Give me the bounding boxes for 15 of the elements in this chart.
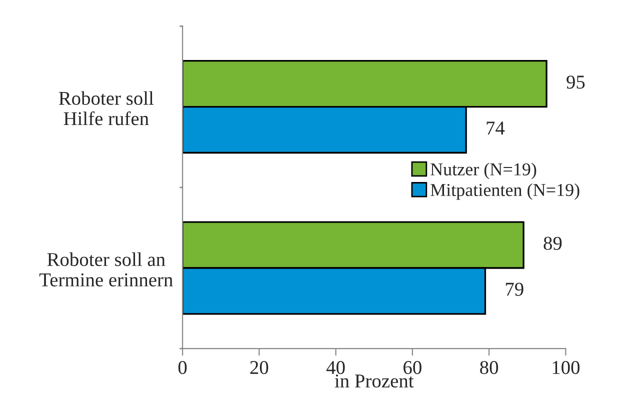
x-tick-label: 40 <box>326 360 345 374</box>
legend-label: Mitpatienten (N=19) <box>430 183 580 200</box>
data-label: 95 <box>566 76 585 89</box>
x-tick-label: 20 <box>250 360 268 374</box>
data-label: 74 <box>486 122 505 134</box>
y-tick-label: Roboter soll Hilfe rufen <box>58 91 154 126</box>
x-tick-label: 80 <box>480 360 498 374</box>
data-label: 79 <box>506 282 524 296</box>
legend-label: Nutzer (N=19) <box>430 162 536 180</box>
data-label: 89 <box>544 236 562 250</box>
x-tick-label: 100 <box>552 360 580 374</box>
x-tick-label: 60 <box>404 360 422 374</box>
x-axis-title: in Prozent <box>334 374 414 388</box>
x-tick-label: 0 <box>178 360 187 374</box>
y-tick-label: Roboter soll an Termine erinnern <box>39 252 173 286</box>
